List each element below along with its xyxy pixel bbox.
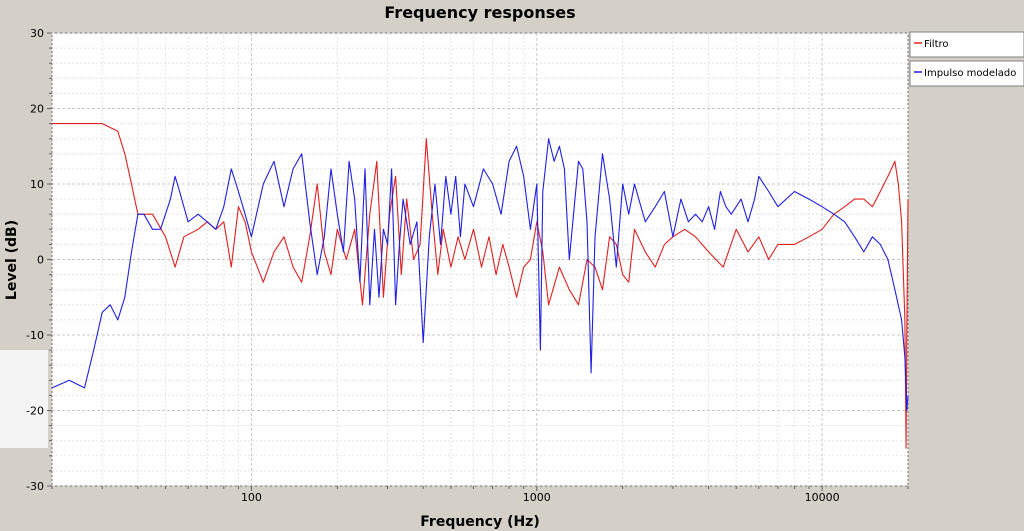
y-axis-ticks: 30 20 10 0 -10 -20 -30: [26, 27, 52, 493]
legend-item-box-2: [909, 60, 1024, 87]
legend-item-box-1: [909, 31, 1024, 58]
y-tick-label: -30: [26, 480, 44, 493]
series-line-filtro: [52, 123, 909, 449]
side-highlight: [0, 350, 48, 448]
chart-title: Frequency responses: [384, 3, 575, 22]
series-layer: [51, 123, 909, 449]
x-tick-label: 1000: [523, 491, 551, 504]
y-tick-label: 30: [30, 27, 44, 40]
y-tick-label: -20: [26, 405, 44, 418]
grid-major: [52, 32, 908, 487]
legend-label-filtro: Filtro: [924, 39, 949, 50]
legend-label-impulso: Impulso modelado: [924, 68, 1016, 79]
x-tick-label: 100: [241, 491, 262, 504]
x-axis-ticks: 100 1000 10000: [51, 486, 909, 504]
series-line-impulso: [51, 138, 909, 412]
legend: Filtro Impulso modelado: [909, 31, 1024, 87]
x-tick-label: 10000: [805, 491, 840, 504]
y-tick-label: -10: [26, 329, 44, 342]
y-tick-label: 20: [30, 103, 44, 116]
y-axis-label: Level (dB): [4, 220, 20, 300]
y-tick-label: 10: [30, 178, 44, 191]
y-tick-label: 0: [37, 254, 44, 267]
x-axis-label: Frequency (Hz): [420, 514, 539, 530]
